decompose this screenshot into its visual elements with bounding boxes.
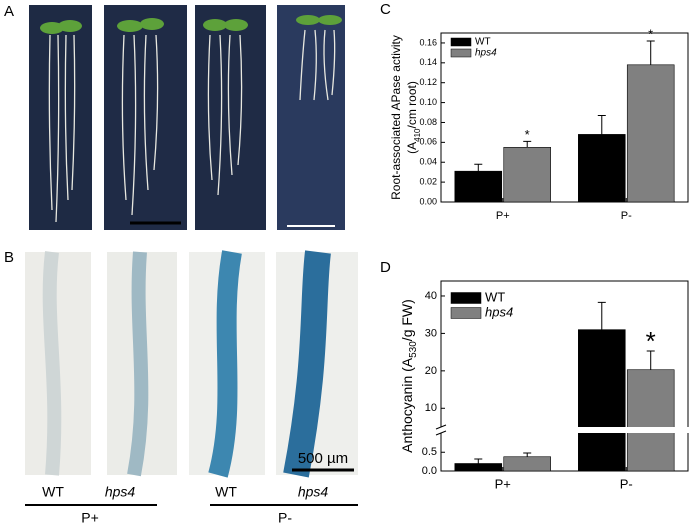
scale-label: 500 µm (298, 450, 348, 467)
significance-label: * (646, 326, 656, 356)
error-bar (523, 452, 532, 457)
genotype-label: hps4 (298, 484, 329, 500)
y-tick-label: 10 (425, 402, 437, 414)
y-tick-label: 0.02 (419, 176, 437, 186)
y-tick-label: 0.16 (419, 37, 437, 47)
bar (578, 329, 626, 472)
bar (454, 170, 503, 203)
break-mark (435, 424, 447, 436)
axis-break (437, 427, 692, 433)
bar (454, 463, 503, 472)
legend-label: WT (475, 37, 491, 48)
error-bar (597, 115, 606, 135)
legend-label: WT (485, 289, 505, 304)
y-label-part: (A (405, 142, 419, 154)
error-bar (646, 40, 655, 65)
error-bar (474, 163, 483, 172)
legend-label: hps4 (475, 48, 497, 59)
legend-swatch (450, 37, 472, 47)
bar (626, 64, 675, 203)
bar (503, 147, 551, 203)
bar (578, 134, 626, 203)
panel-label: A (4, 3, 14, 20)
y-label-part: Root-associated APase activity (389, 35, 403, 200)
seedling-photos (29, 5, 345, 230)
y-axis-label: Anthocyanin (A530/g FW) (399, 299, 419, 453)
x-tick-label: P- (621, 210, 632, 222)
y-tick-label: 0.00 (419, 196, 437, 206)
significance-label: * (525, 127, 530, 142)
condition-label: P+ (81, 510, 99, 526)
legend-swatch (450, 307, 482, 319)
y-tick-label: 0.08 (419, 117, 437, 127)
y-tick-label: 0.12 (419, 77, 437, 87)
legend-label: hps4 (485, 304, 513, 319)
genotype-label: WT (215, 484, 237, 500)
y-axis-label: Root-associated APase activity (A410/cm r… (389, 35, 421, 200)
y-label-part: /g FW) (399, 299, 415, 341)
legend-swatch (450, 48, 472, 58)
y-label-part: 530 (408, 341, 419, 358)
y-tick-label: 0.14 (419, 57, 437, 67)
y-label-part: Anthocyanin (A (399, 357, 415, 453)
error-bar (474, 458, 483, 464)
plot-frame (440, 32, 689, 203)
scale-label: 1 cm (297, 232, 325, 247)
condition-label: P- (278, 510, 292, 526)
y-tick-label: 0.04 (419, 157, 437, 167)
root-photos (25, 250, 358, 478)
y-tick-label: 30 (425, 327, 437, 339)
error-bar (597, 301, 606, 330)
bar-chart: 0.00 0.02 0.04 0.06 0.08 0.10 0.12 0.14 0.16 P+ * P… (389, 26, 689, 222)
y-tick-label: 0.10 (419, 97, 437, 107)
y-tick-label: 0.06 (419, 137, 437, 147)
bar (626, 369, 675, 472)
panel-label: C (380, 1, 391, 18)
y-tick-label: 0.5 (422, 446, 437, 458)
panel-label: D (380, 259, 391, 276)
y-tick-label: 20 (425, 365, 437, 377)
legend-swatch (450, 292, 482, 304)
panel-label: B (4, 249, 14, 266)
error-bar (646, 350, 655, 370)
significance-label: * (648, 26, 653, 41)
x-tick-label: P+ (496, 210, 510, 222)
y-label-part: 410 (413, 128, 422, 142)
y-tick-label: 0.0 (422, 465, 437, 477)
y-tick-label: 40 (425, 290, 437, 302)
plot-frame (440, 280, 689, 472)
bar (503, 456, 551, 472)
y-label-part: /cm root) (405, 81, 419, 128)
error-bar (523, 140, 532, 148)
x-tick-label: P+ (495, 476, 511, 491)
bar-chart: 0.0 0.5 10 20 30 40 P+ P- * Anthocyanin (A530/g F… (399, 280, 692, 491)
x-tick-label: P- (620, 476, 633, 491)
genotype-label: WT (42, 484, 64, 500)
genotype-label: hps4 (105, 484, 136, 500)
